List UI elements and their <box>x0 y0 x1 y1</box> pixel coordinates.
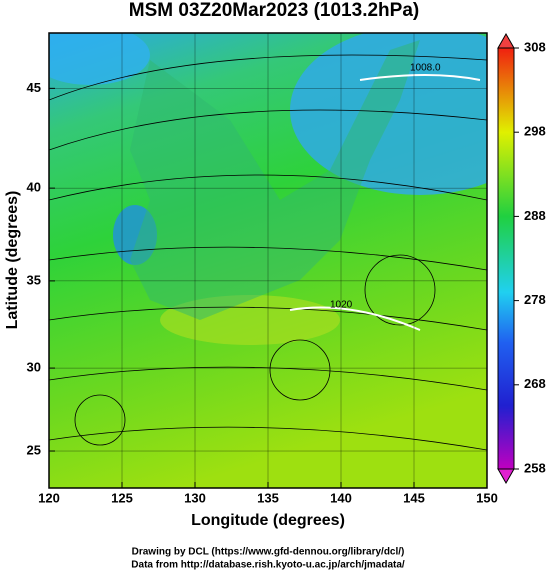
x-tick-label: 140 <box>330 490 352 505</box>
x-tick-label: 130 <box>184 490 206 505</box>
colorbar-bottom <box>497 468 515 485</box>
y-tick-label: 25 <box>27 442 41 457</box>
field <box>49 33 487 488</box>
title: MSM 03Z20Mar2023 (1013.2hPa) <box>129 0 419 21</box>
y-tick-label: 30 <box>27 360 41 375</box>
y-tick-label: 45 <box>27 80 41 95</box>
colorbar-tick-label: 298 <box>524 124 546 139</box>
x-axis-label: Longitude (degrees) <box>191 512 345 529</box>
x-tick-label: 150 <box>476 490 498 505</box>
colorbar-top <box>497 32 515 49</box>
y-tick-label: 40 <box>27 180 41 195</box>
x-tick-label: 120 <box>38 490 60 505</box>
colorbar-tick-label: 278 <box>524 292 546 307</box>
x-tick-label: 145 <box>403 490 425 505</box>
colorbar-tick-label: 258 <box>524 460 546 475</box>
colorbar-tick-label: 308 <box>524 39 546 54</box>
contour-label: 1020 <box>330 300 353 311</box>
colorbar-tick-label: 268 <box>524 376 546 391</box>
colorbar-tick-label: 288 <box>524 208 546 223</box>
y-axis-label: Latitude (degrees) <box>4 191 21 330</box>
x-tick-label: 135 <box>257 490 279 505</box>
x-tick-label: 125 <box>111 490 133 505</box>
footer: Data from http://database.rish.kyoto-u.a… <box>131 560 405 571</box>
y-tick-label: 35 <box>27 272 41 287</box>
colorbar <box>497 47 515 470</box>
footer: Drawing by DCL (https://www.gfd-dennou.o… <box>132 547 405 558</box>
contour-label: 1008.0 <box>410 63 441 74</box>
